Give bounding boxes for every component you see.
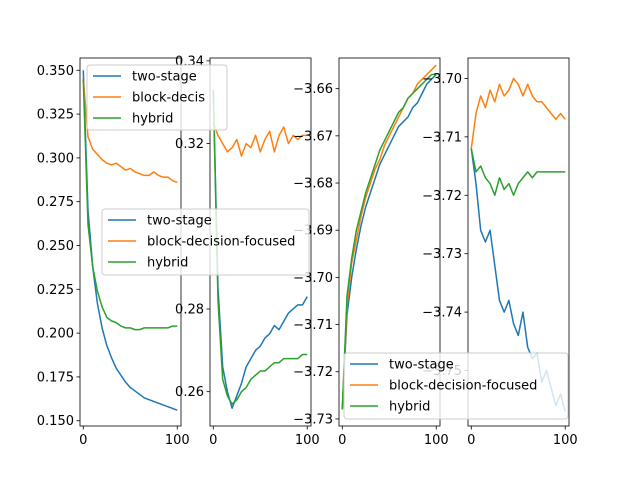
- legend-label-block-decision-focused: block-decision-focused: [389, 379, 537, 394]
- series-line-two-stage: [82, 70, 178, 411]
- series-line-block-decision-focused: [470, 77, 566, 149]
- series-line-two-stage: [341, 73, 437, 410]
- y-tick-label: 0.28: [175, 302, 204, 317]
- series-line-block-decision-focused: [212, 122, 308, 157]
- y-tick-label: −3.66: [293, 82, 333, 97]
- y-tick-label: 0.350: [37, 64, 74, 79]
- y-tick-label: −3.71: [422, 130, 462, 145]
- axes-frame: [467, 57, 570, 427]
- series-line-hybrid: [341, 73, 437, 410]
- y-tick-label: −3.71: [293, 318, 333, 333]
- x-tick-label: 0: [467, 433, 475, 448]
- legend-box: [86, 64, 228, 131]
- y-tick-label: 0.26: [175, 385, 204, 400]
- y-tick-label: −3.72: [422, 189, 462, 204]
- y-tick-label: −3.67: [293, 129, 333, 144]
- series-line-hybrid: [82, 79, 178, 331]
- y-tick-label: −3.68: [293, 177, 333, 192]
- legend-label-two-stage: two-stage: [389, 358, 454, 373]
- legend-1: two-stage block-decis hybrid: [86, 64, 228, 131]
- y-tick-label: 0.275: [37, 195, 74, 210]
- legend-label-hybrid: hybrid: [147, 256, 188, 271]
- legend-label-two-stage: two-stage: [147, 214, 212, 229]
- subplot-1: 0 100 0.150 0.175 0.200 0.225 0.250 0.275 0.300 0…: [37, 57, 190, 448]
- legend-label-block-decision-focused: block-decision-focused: [147, 235, 295, 250]
- legend-label-hybrid: hybrid: [132, 112, 173, 127]
- series-line-block-decision-focused: [82, 78, 178, 184]
- legend-label-hybrid: hybrid: [389, 400, 430, 415]
- x-tick-label: 100: [165, 433, 190, 448]
- axes-frame: [338, 57, 441, 427]
- y-tick-label: 0.300: [37, 151, 74, 166]
- series-line-block-decision-focused: [341, 64, 437, 410]
- y-tick-label: 0.200: [37, 327, 74, 342]
- x-tick-label: 0: [79, 433, 87, 448]
- y-tick-label: 0.150: [37, 414, 74, 429]
- legend-label-two-stage: two-stage: [132, 70, 197, 85]
- series-line-hybrid: [470, 148, 566, 197]
- legend-box: [343, 352, 569, 420]
- x-tick-label: 100: [553, 433, 578, 448]
- y-tick-label: 0.32: [175, 137, 204, 152]
- y-tick-label: 0.225: [37, 283, 74, 298]
- y-tick-label: 0.175: [37, 370, 74, 385]
- x-tick-label: 100: [424, 433, 449, 448]
- y-tick-label: −3.70: [422, 72, 462, 87]
- legend-2: two-stage block-decision-focused hybrid: [101, 208, 310, 276]
- x-tick-label: 0: [209, 433, 217, 448]
- y-tick-label: −3.72: [293, 365, 333, 380]
- y-tick-label: −3.73: [422, 247, 462, 262]
- legend-3: two-stage block-decision-focused hybrid: [343, 352, 569, 420]
- x-tick-label: 100: [295, 433, 320, 448]
- y-tick-label: −3.73: [293, 412, 333, 427]
- x-tick-label: 0: [338, 433, 346, 448]
- legend-label-block-decision-focused: block-decis: [132, 91, 205, 106]
- legend-box: [101, 208, 310, 276]
- y-tick-label: −3.74: [422, 306, 462, 321]
- y-tick-label: 0.250: [37, 239, 74, 254]
- y-tick-label: 0.325: [37, 108, 74, 123]
- series-line-hybrid: [212, 89, 308, 405]
